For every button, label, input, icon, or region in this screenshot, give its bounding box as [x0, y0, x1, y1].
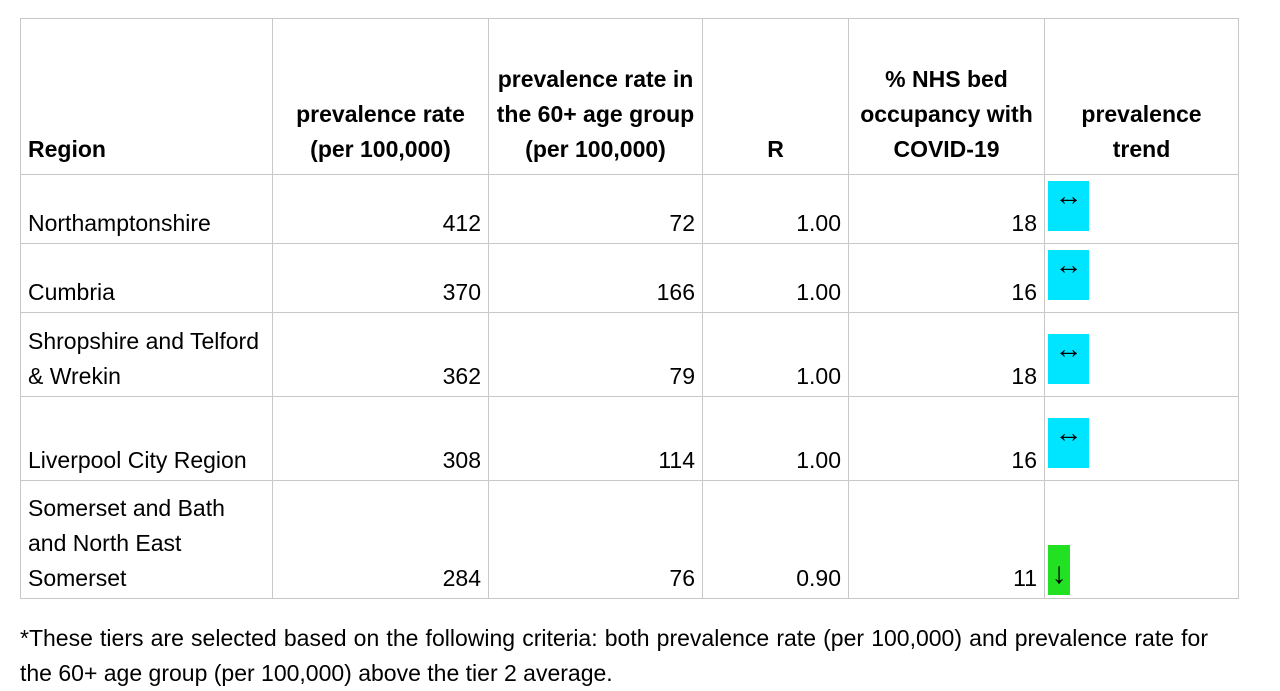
down-arrow-icon: ↓ [1048, 545, 1070, 595]
cell-region: Cumbria [20, 243, 273, 313]
table-row: Liverpool City Region 308 114 1.00 16 ↔ [20, 396, 1239, 481]
table-row: Cumbria 370 166 1.00 16 ↔ [20, 243, 1239, 313]
cell-nhs-bed-occupancy: 16 [848, 243, 1045, 313]
steady-trend-icon: ↔ [1048, 334, 1089, 384]
cell-prevalence-rate: 412 [272, 174, 489, 244]
header-region: Region [20, 18, 273, 175]
table-row: Northamptonshire 412 72 1.00 18 ↔ [20, 174, 1239, 244]
cell-nhs-bed-occupancy: 16 [848, 396, 1045, 481]
cell-r: 0.90 [702, 480, 849, 599]
steady-trend-icon: ↔ [1048, 418, 1089, 468]
cell-trend: ↔ [1044, 174, 1239, 244]
header-prevalence-rate: prevalence rate (per 100,000) [272, 18, 489, 175]
cell-region: Northamptonshire [20, 174, 273, 244]
table-header-row: Region prevalence rate (per 100,000) pre… [20, 18, 1239, 175]
cell-r: 1.00 [702, 396, 849, 481]
cell-prevalence-60-plus: 79 [488, 312, 703, 397]
table-row: Shropshire and Telford & Wrekin 362 79 1… [20, 312, 1239, 397]
cell-prevalence-60-plus: 114 [488, 396, 703, 481]
cell-region: Liverpool City Region [20, 396, 273, 481]
cell-nhs-bed-occupancy: 18 [848, 174, 1045, 244]
cell-trend: ↔ [1044, 243, 1239, 313]
header-prevalence-60-plus: prevalence rate in the 60+ age group (pe… [488, 18, 703, 175]
steady-trend-icon: ↔ [1048, 181, 1089, 231]
cell-trend: ↔ [1044, 396, 1239, 481]
cell-prevalence-rate: 362 [272, 312, 489, 397]
cell-r: 1.00 [702, 174, 849, 244]
cell-nhs-bed-occupancy: 11 [848, 480, 1045, 599]
cell-prevalence-rate: 308 [272, 396, 489, 481]
cell-prevalence-60-plus: 72 [488, 174, 703, 244]
cell-r: 1.00 [702, 312, 849, 397]
table-row: Somerset and Bath and North East Somerse… [20, 480, 1239, 599]
cell-nhs-bed-occupancy: 18 [848, 312, 1045, 397]
cell-prevalence-60-plus: 166 [488, 243, 703, 313]
cell-prevalence-60-plus: 76 [488, 480, 703, 599]
cell-region: Somerset and Bath and North East Somerse… [20, 480, 273, 599]
footnote: *These tiers are selected based on the f… [20, 625, 1208, 686]
cell-prevalence-rate: 284 [272, 480, 489, 599]
cell-trend: ↔ [1044, 312, 1239, 397]
steady-trend-icon: ↔ [1048, 250, 1089, 300]
cell-r: 1.00 [702, 243, 849, 313]
header-r: R [702, 18, 849, 175]
cell-region: Shropshire and Telford & Wrekin [20, 312, 273, 397]
header-nhs-bed-occupancy: % NHS bed occupancy with COVID-19 [848, 18, 1045, 175]
cell-trend: ↓ [1044, 480, 1239, 599]
header-prevalence-trend: prevalence trend [1044, 18, 1239, 175]
prevalence-table: Region prevalence rate (per 100,000) pre… [20, 18, 1239, 599]
cell-prevalence-rate: 370 [272, 243, 489, 313]
